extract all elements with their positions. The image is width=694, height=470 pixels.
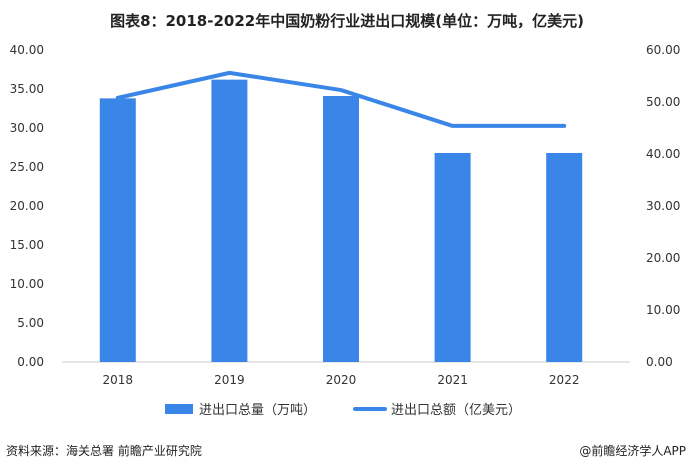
source-note: 资料来源：海关总署 前瞻产业研究院 [6, 444, 202, 458]
bar-2020 [323, 96, 359, 363]
x-tick: 2022 [549, 373, 580, 387]
y-right-tick: 10.00 [646, 303, 680, 317]
bar-2018 [99, 98, 136, 363]
chart-svg: 0.00 5.00 10.00 15.00 20.00 25.00 30.00 35.00 40… [10, 43, 681, 418]
chart-title: 图表8：2018-2022年中国奶粉行业进出口规模(单位：万吨，亿美元) [110, 12, 584, 30]
y-left-tick: 5.00 [17, 316, 44, 330]
y-left-tick: 0.00 [17, 355, 44, 369]
y-left-tick: 35.00 [10, 82, 44, 96]
y-right-tick: 40.00 [646, 147, 680, 161]
bar-2021 [434, 152, 471, 362]
legend-line-label: 进出口总额（亿美元） [391, 403, 521, 418]
y-left-tick: 15.00 [10, 238, 44, 252]
legend-bar-swatch [165, 404, 193, 414]
y-right-tick: 30.00 [646, 199, 680, 213]
y-left-tick: 25.00 [10, 160, 44, 174]
x-tick: 2019 [214, 373, 245, 387]
bar-2022 [546, 152, 583, 362]
y-right-tick: 20.00 [646, 251, 680, 265]
y-left-tick: 10.00 [10, 277, 44, 291]
y-right-tick: 0.00 [646, 355, 673, 369]
legend-bar-label: 进出口总量（万吨） [199, 403, 316, 418]
y-left-tick: 20.00 [10, 199, 44, 213]
y-left-tick: 30.00 [10, 121, 44, 135]
x-tick: 2018 [103, 373, 134, 387]
x-tick: 2020 [326, 373, 357, 387]
x-tick: 2021 [437, 373, 468, 387]
y-left-tick: 40.00 [10, 43, 44, 57]
brand-label: @前瞻经济学人APP [579, 444, 686, 458]
y-right-tick: 60.00 [646, 43, 680, 57]
y-right-tick: 50.00 [646, 95, 680, 109]
bar-2019 [211, 79, 248, 362]
